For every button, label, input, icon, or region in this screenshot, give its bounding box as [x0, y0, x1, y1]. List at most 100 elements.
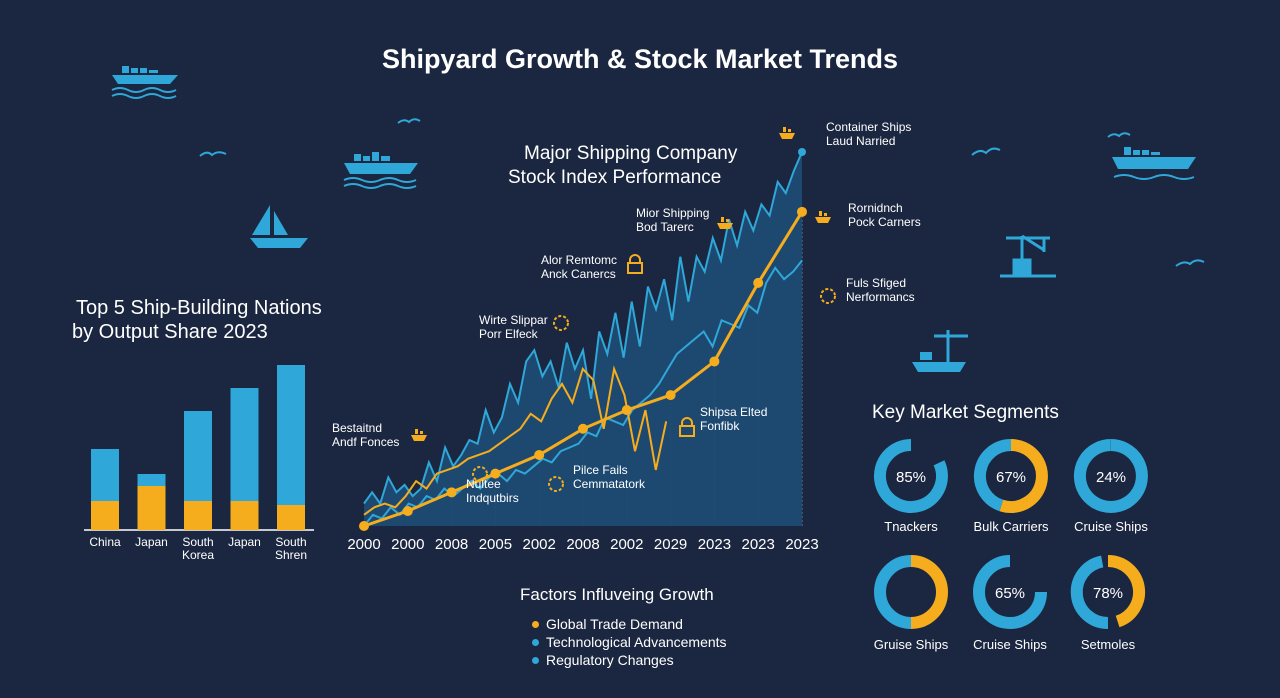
donut-value: 67%	[996, 469, 1026, 486]
x-tick-label: 2008	[566, 536, 599, 553]
annotation-text: Bestaitnd	[332, 421, 382, 435]
x-tick-label: 2000	[391, 536, 424, 553]
donut-segment	[973, 438, 1012, 512]
annotation-text: Rornidnch	[848, 201, 903, 215]
gear-icon	[548, 476, 564, 492]
x-tick-label: 2000	[347, 536, 380, 553]
bird-icon	[199, 151, 227, 157]
annotation-text: Pilce Fails	[573, 463, 628, 477]
annotation-text: Laud Narried	[826, 134, 895, 148]
ship-shape	[411, 429, 427, 441]
x-tick-label: 2023	[698, 536, 731, 553]
ship-icon	[717, 217, 733, 229]
bird-icon	[1175, 259, 1205, 267]
ship-shape	[717, 217, 733, 229]
cargo-ship-icon	[111, 66, 178, 99]
bar-category-label: South	[275, 535, 306, 549]
donut-segment	[1073, 439, 1148, 513]
factor-item: Global Trade Demand	[532, 616, 683, 632]
factor-dot	[532, 639, 539, 646]
bar-segment	[230, 501, 259, 530]
data-point	[798, 148, 806, 156]
bar-category-label: Japan	[228, 535, 261, 549]
annotation-text: Anck Canercs	[541, 267, 616, 281]
ship-icon	[411, 429, 427, 441]
bar-segment	[277, 505, 305, 530]
bar-category-label: China	[89, 535, 121, 549]
ship-shape	[779, 127, 795, 139]
bar-category-label: Japan	[135, 535, 168, 549]
stock-chart-title-line: Major Shipping Company	[524, 143, 738, 164]
bar-segment	[137, 474, 166, 486]
donut-segment	[1070, 555, 1109, 630]
stock-chart-title: Major Shipping Company Stock Index Perfo…	[470, 142, 770, 190]
data-point	[797, 206, 807, 217]
donut-value: 85%	[896, 469, 926, 486]
donut-value: 78%	[1093, 585, 1123, 602]
donut-label: Tnackers	[884, 519, 938, 534]
donut-value: 65%	[995, 585, 1025, 602]
data-point	[534, 449, 545, 460]
data-point	[753, 277, 764, 288]
lock-icon	[679, 417, 695, 437]
annotation-text: Nultee	[466, 477, 501, 491]
x-tick-label: 2023	[742, 536, 775, 553]
harbor-icon	[912, 330, 968, 372]
donut-label: Cruise Ships	[973, 637, 1047, 652]
donut-segment	[973, 555, 1047, 629]
data-point	[709, 356, 720, 367]
factor-item: Regulatory Changes	[532, 652, 674, 668]
donut-label: Cruise Ships	[1074, 519, 1148, 534]
bar-segment	[91, 501, 119, 530]
annotation-text: Andf Fonces	[332, 435, 399, 449]
data-point	[402, 506, 413, 517]
bar-category-label: Shren	[275, 548, 307, 562]
lock-body	[679, 425, 695, 437]
annotation-text: Mior Shipping	[636, 206, 709, 220]
donut-label: Bulk Carriers	[973, 519, 1049, 534]
data-point	[359, 521, 369, 531]
gear-shape	[548, 476, 564, 492]
factor-item: Technological Advancements	[532, 634, 727, 650]
segments-title: Key Market Segments	[872, 402, 1059, 423]
stock-area	[364, 152, 802, 526]
bird-icon	[971, 147, 1001, 156]
factor-label: Technological Advancements	[546, 634, 727, 650]
bar-segment	[137, 486, 166, 530]
x-tick-label: 2029	[654, 536, 687, 553]
x-tick-label: 2002	[523, 536, 556, 553]
stock-chart-title-line: Stock Index Performance	[508, 167, 722, 188]
lock-shackle	[629, 254, 641, 263]
bar-chart-title-line: Top 5 Ship-Building Nations	[76, 297, 322, 319]
annotation-text: Indqutbirs	[466, 491, 519, 505]
bar-segment	[277, 365, 305, 505]
x-tick-label: 2008	[435, 536, 468, 553]
bar-segment	[184, 411, 212, 501]
bird-icon	[1107, 132, 1131, 138]
bird-icon	[397, 118, 421, 124]
factor-label: Global Trade Demand	[546, 616, 683, 632]
bar-segment	[230, 388, 259, 501]
gear-shape	[553, 315, 569, 331]
gear-icon	[553, 315, 569, 331]
donut-segment	[1107, 554, 1146, 628]
annotation-text: Shipsa Elted	[700, 405, 767, 419]
ship-icon	[815, 211, 831, 223]
bar-segment	[184, 501, 212, 530]
annotation-text: Nerformancs	[846, 290, 915, 304]
donut-segment	[910, 555, 948, 629]
cargo-ship-icon	[343, 152, 418, 189]
bar-chart-title: Top 5 Ship-Building Nations by Output Sh…	[72, 296, 322, 344]
donut-label: Setmoles	[1081, 637, 1136, 652]
donut-value: 24%	[1096, 469, 1126, 486]
annotation-text: Container Ships	[826, 120, 911, 134]
donut-label: Gruise Ships	[874, 637, 949, 652]
donut-segment	[999, 439, 1048, 513]
data-point	[621, 405, 632, 416]
factor-label: Regulatory Changes	[546, 652, 674, 668]
bar-category-label: Korea	[182, 548, 214, 562]
donut-segment	[874, 555, 912, 629]
